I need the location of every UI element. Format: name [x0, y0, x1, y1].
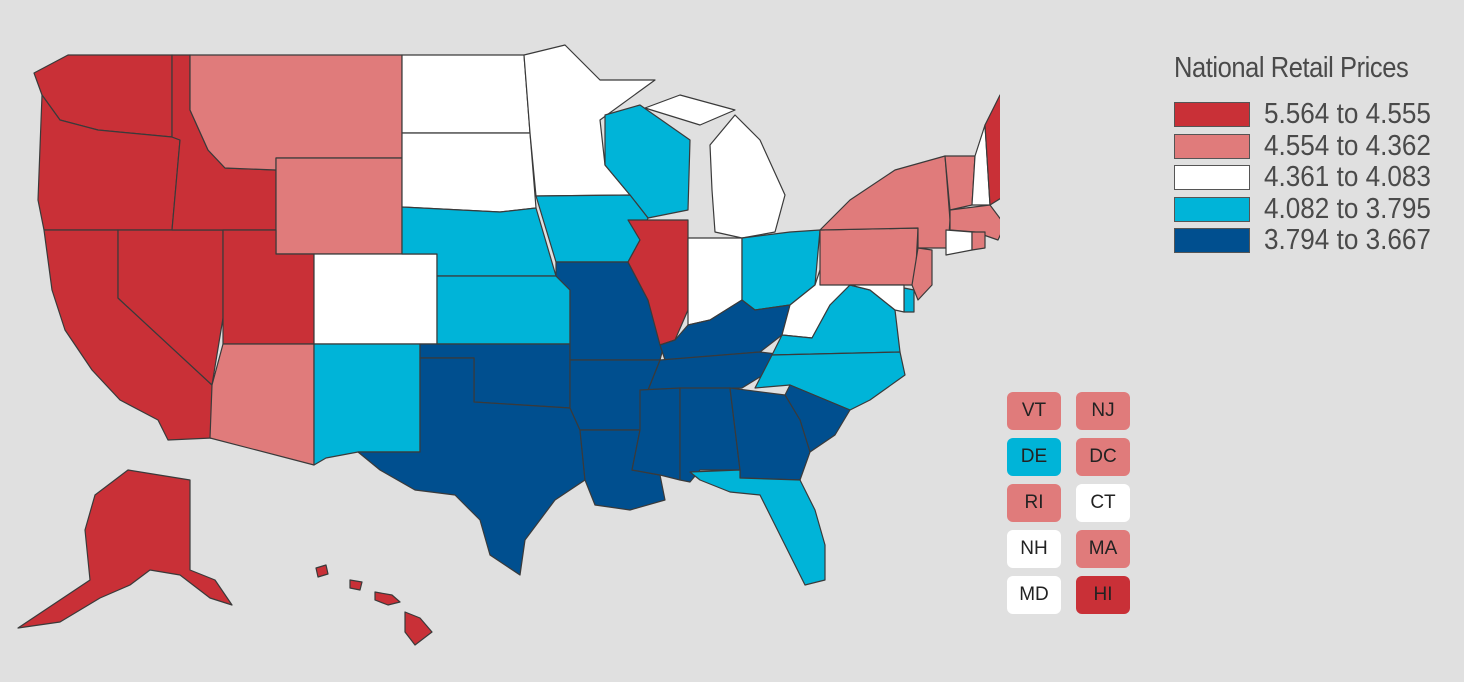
state-alabama[interactable]: [679, 387, 741, 483]
state-texas[interactable]: [357, 357, 586, 576]
legend-item: 4.554 to 4.362: [1174, 129, 1454, 163]
state-connecticut[interactable]: [945, 229, 973, 256]
state-new-mexico[interactable]: [313, 343, 421, 466]
state-north-dakota[interactable]: [401, 54, 531, 134]
state-wisconsin[interactable]: [604, 104, 691, 219]
legend-swatch: [1174, 102, 1250, 128]
state-wyoming[interactable]: [275, 157, 403, 255]
legend-swatch: [1174, 228, 1250, 254]
us-choropleth-map: [17, 44, 1000, 646]
state-rhode-island[interactable]: [971, 231, 986, 251]
state-badge-ma[interactable]: MA: [1076, 530, 1130, 568]
state-iowa[interactable]: [535, 194, 649, 263]
state-montana[interactable]: [189, 54, 403, 171]
legend-label: 4.554 to 4.362: [1264, 129, 1431, 162]
state-delaware[interactable]: [903, 287, 915, 313]
state-badge-vt[interactable]: VT: [1007, 392, 1061, 430]
state-maryland[interactable]: [849, 284, 905, 313]
state-badge-ri[interactable]: RI: [1007, 484, 1061, 522]
legend-item: 4.361 to 4.083: [1174, 161, 1454, 194]
state-colorado[interactable]: [313, 253, 438, 345]
legend-label: 4.361 to 4.083: [1264, 161, 1431, 194]
state-florida[interactable]: [689, 469, 826, 586]
state-south-dakota[interactable]: [401, 132, 537, 213]
legend-swatch: [1174, 165, 1250, 191]
state-hawaii[interactable]: [315, 564, 433, 646]
state-badge-hi[interactable]: HI: [1076, 576, 1130, 614]
state-pennsylvania[interactable]: [819, 227, 919, 286]
state-minnesota[interactable]: [523, 44, 656, 197]
legend-swatch: [1174, 196, 1250, 222]
state-michigan[interactable]: [644, 94, 786, 239]
state-north-carolina[interactable]: [754, 351, 906, 411]
legend: National Retail Prices 5.564 to 4.555 4.…: [1174, 52, 1454, 257]
legend-swatch: [1174, 133, 1250, 159]
state-vermont[interactable]: [944, 155, 976, 211]
state-kansas[interactable]: [436, 275, 571, 345]
legend-item: 3.794 to 3.667: [1174, 224, 1454, 257]
state-alaska[interactable]: [17, 469, 233, 629]
small-state-badges: VT NJ DE DC RI CT NH MA MD HI: [1007, 392, 1131, 614]
legend-label: 4.082 to 3.795: [1264, 192, 1431, 225]
state-badge-nh[interactable]: NH: [1007, 530, 1061, 568]
state-badge-nj[interactable]: NJ: [1076, 392, 1130, 430]
state-new-jersey[interactable]: [911, 247, 933, 301]
state-badge-de[interactable]: DE: [1007, 438, 1061, 476]
state-badge-ct[interactable]: CT: [1076, 484, 1130, 522]
legend-label: 3.794 to 3.667: [1264, 224, 1431, 257]
legend-item: 4.082 to 3.795: [1174, 192, 1454, 226]
legend-item: 5.564 to 4.555: [1174, 98, 1454, 131]
legend-title: National Retail Prices: [1174, 52, 1409, 84]
state-badge-md[interactable]: MD: [1007, 576, 1061, 614]
state-badge-dc[interactable]: DC: [1076, 438, 1130, 476]
legend-label: 5.564 to 4.555: [1264, 98, 1431, 131]
state-arizona[interactable]: [209, 343, 315, 466]
